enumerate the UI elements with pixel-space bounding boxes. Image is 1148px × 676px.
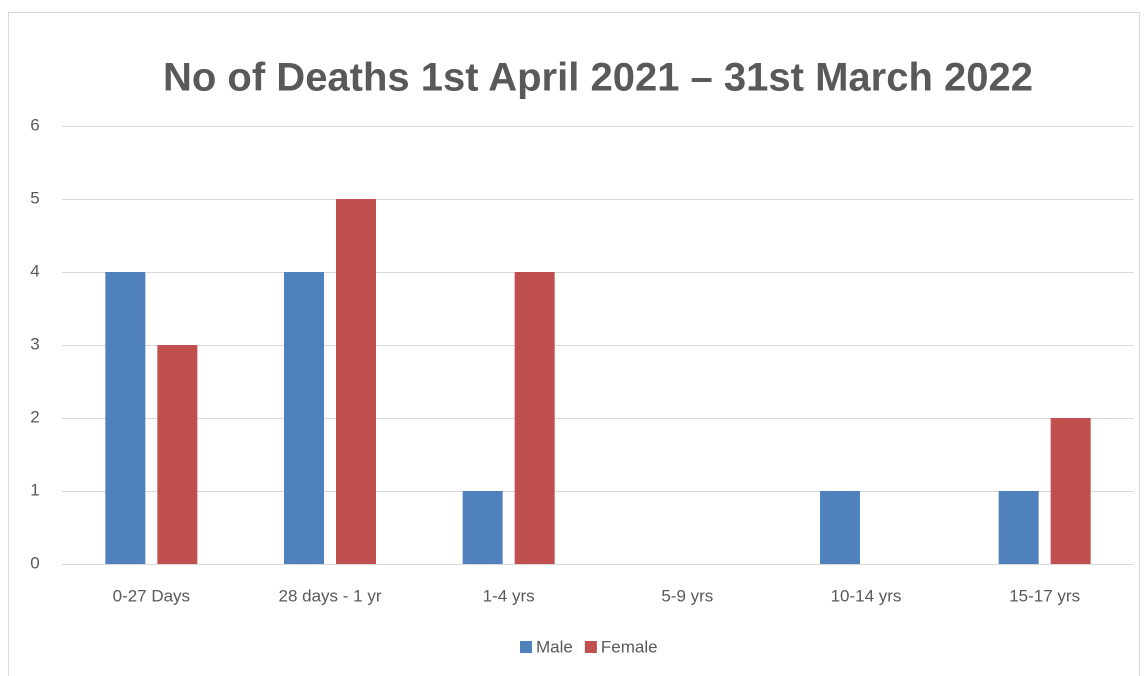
x-tick-label: 15-17 yrs	[1009, 586, 1080, 605]
bar	[820, 491, 860, 564]
y-tick-label: 5	[30, 188, 39, 207]
x-tick-label: 28 days - 1 yr	[279, 586, 382, 605]
x-tick-label: 10-14 yrs	[831, 586, 902, 605]
bar	[157, 345, 198, 564]
bar	[998, 491, 1039, 564]
y-tick-label: 4	[30, 261, 39, 280]
legend-label: Male	[536, 637, 573, 656]
x-tick-label: 0-27 Days	[113, 586, 190, 605]
chart-border	[8, 12, 1140, 676]
x-tick-label: 1-4 yrs	[483, 586, 535, 605]
bar	[105, 272, 146, 564]
x-tick-label: 5-9 yrs	[661, 586, 713, 605]
legend-swatch	[584, 641, 597, 653]
bar	[462, 491, 503, 564]
y-tick-label: 1	[30, 480, 39, 499]
legend-swatch	[520, 641, 532, 653]
y-tick-label: 0	[30, 553, 39, 572]
bar	[1050, 418, 1091, 564]
y-tick-label: 6	[30, 115, 39, 134]
y-tick-label: 3	[30, 334, 39, 353]
chart-title: No of Deaths 1st April 2021 – 31st March…	[163, 56, 1033, 100]
legend-label: Female	[601, 637, 658, 656]
y-tick-label: 2	[30, 407, 39, 426]
bar	[514, 272, 555, 564]
bar	[284, 272, 324, 564]
bar	[336, 199, 376, 564]
